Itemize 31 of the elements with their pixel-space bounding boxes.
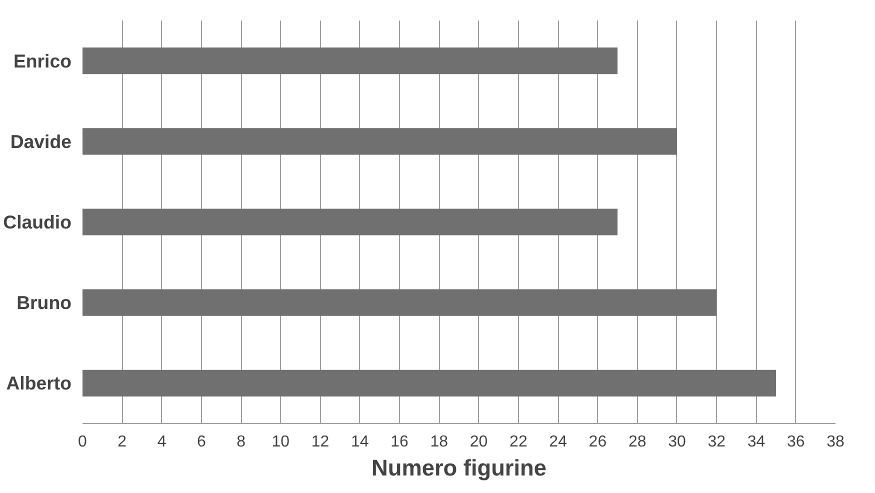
x-tick-label: 6 — [196, 434, 206, 450]
x-tick-label: 24 — [549, 434, 568, 450]
x-tick-label: 20 — [470, 434, 488, 450]
bar — [82, 48, 618, 74]
x-tick-label: 32 — [708, 434, 726, 450]
x-tick-label: 18 — [430, 434, 448, 450]
x-tick-label: 2 — [118, 434, 127, 450]
y-tick-label: Davide — [10, 130, 72, 152]
bar — [82, 208, 618, 236]
x-tick-label: 22 — [510, 434, 528, 450]
x-tick-label: 34 — [747, 434, 766, 450]
x-tick-label: 0 — [78, 434, 88, 450]
x-tick-label: 38 — [826, 434, 844, 450]
bar — [82, 128, 677, 155]
x-tick-label: 4 — [157, 434, 166, 450]
x-tick-label: 16 — [390, 434, 409, 450]
y-tick-label: Bruno — [16, 292, 72, 314]
y-tick-label: Claudio — [3, 212, 72, 232]
bar — [82, 289, 717, 316]
x-tick-label: 12 — [311, 434, 330, 450]
x-tick-label: 36 — [786, 434, 805, 450]
x-tick-label: 8 — [236, 434, 246, 450]
bar — [82, 370, 776, 396]
x-tick-label: 30 — [668, 434, 686, 450]
y-tick-label: Alberto — [6, 372, 72, 394]
x-axis-title: Numero figurine — [372, 454, 546, 480]
x-tick-label: 28 — [628, 434, 646, 450]
x-tick-label: 26 — [588, 434, 607, 450]
x-tick-label: 10 — [272, 434, 290, 450]
y-tick-label: Enrico — [13, 50, 72, 72]
x-tick-label: 14 — [351, 434, 369, 450]
